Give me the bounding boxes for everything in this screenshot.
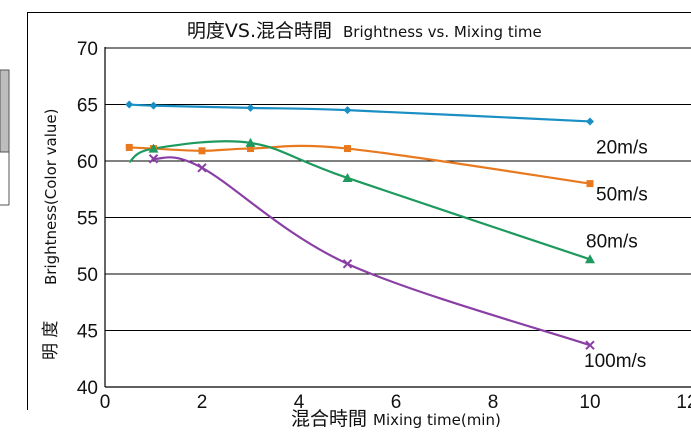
marker-100m/s-5 <box>342 259 353 269</box>
x-tick-8: 8 <box>488 392 499 413</box>
series-line-80m/s <box>128 140 591 261</box>
series-label-100m/s: 100m/s <box>584 351 646 372</box>
y-tick-70: 70 <box>77 39 98 60</box>
chart-title: 明度VS.混合時間 <box>187 20 332 42</box>
x-tick-0: 0 <box>100 392 111 413</box>
y-tick-labels: 40 45 50 55 60 65 70 <box>77 39 98 399</box>
marker-20m/s-5 <box>343 106 352 115</box>
series-label-50m/s: 50m/s <box>596 185 648 206</box>
marker-50m/s-2 <box>198 147 206 155</box>
x-tick-2: 2 <box>197 392 208 413</box>
marker-50m/s-3 <box>247 145 254 153</box>
series-label-20m/s: 20m/s <box>596 137 648 158</box>
y-tick-55: 55 <box>77 209 98 230</box>
series-markers <box>125 100 595 350</box>
marker-50m/s-5 <box>344 145 351 153</box>
left-strip-decoration <box>0 69 10 206</box>
marker-50m/s-0.5 <box>125 143 133 151</box>
x-tick-10: 10 <box>579 392 600 413</box>
axes <box>104 47 691 388</box>
x-tick-6: 6 <box>391 392 402 413</box>
x-axis-title-main: 混合時間 <box>291 408 367 430</box>
marker-80m/s-10 <box>585 254 595 264</box>
y-axis-title: 明 度 Brightness(Color value) <box>41 108 61 360</box>
series-line-100m/s <box>153 156 591 347</box>
left-strip <box>0 0 22 435</box>
x-tick-12: 12 <box>676 392 691 413</box>
marker-20m/s-10 <box>586 117 594 126</box>
x-axis-title-sub: Mixing time(min) <box>373 411 501 429</box>
marker-20m/s-0.5 <box>125 100 134 109</box>
y-tick-65: 65 <box>77 96 98 117</box>
marker-20m/s-1 <box>149 101 158 110</box>
x-tick-4: 4 <box>294 392 305 413</box>
series-label-80m/s: 80m/s <box>586 231 638 252</box>
marker-100m/s-10 <box>585 340 595 350</box>
y-tick-45: 45 <box>77 322 98 343</box>
marker-80m/s-5 <box>342 172 353 182</box>
y-tick-40: 40 <box>77 378 98 399</box>
marker-80m/s-3 <box>245 137 256 147</box>
y-axis-title-main: 明 度 <box>41 321 61 360</box>
marker-100m/s-2 <box>197 163 207 173</box>
marker-50m/s-10 <box>586 180 594 188</box>
chart-frame <box>27 12 691 410</box>
y-tick-50: 50 <box>77 265 98 286</box>
y-axis-title-sub: Brightness(Color value) <box>42 108 60 285</box>
x-tick-labels: 0 2 4 6 8 10 12 <box>100 392 691 413</box>
y-tick-60: 60 <box>77 152 98 173</box>
series-lines <box>128 103 591 347</box>
x-axis-title: 混合時間 Mixing time(min) <box>291 408 501 430</box>
marker-20m/s-3 <box>246 103 255 112</box>
chart-subtitle: Brightness vs. Mixing time <box>343 23 542 41</box>
series-labels: 20m/s 50m/s 80m/s 100m/s <box>584 137 648 372</box>
marker-80m/s-1 <box>148 143 159 153</box>
gridlines <box>105 47 691 331</box>
series-line-20m/s <box>129 103 591 123</box>
marker-100m/s-1 <box>148 154 159 164</box>
